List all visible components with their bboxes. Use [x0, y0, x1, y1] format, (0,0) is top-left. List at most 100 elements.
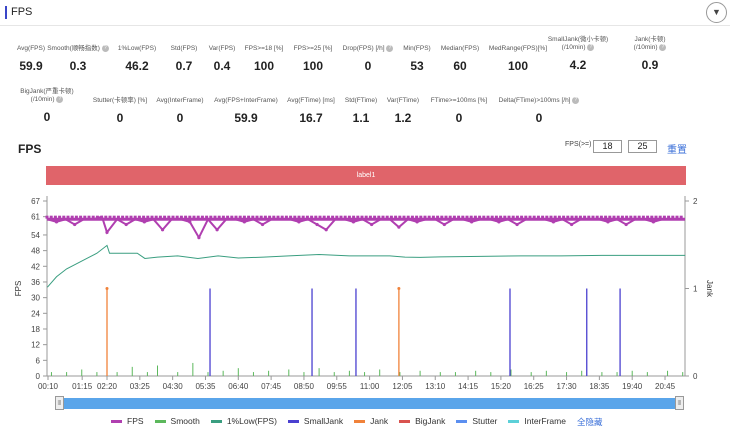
fps-marker [490, 215, 494, 219]
legend-item-1-low-fps-[interactable]: 1%Low(FPS) [210, 416, 277, 428]
fps-marker [675, 215, 679, 219]
help-icon[interactable]: ? [659, 44, 667, 51]
metric-label: 1%Low(FPS) [117, 45, 157, 52]
fps-marker [247, 215, 251, 219]
fps-marker [520, 215, 524, 219]
fps-marker [431, 215, 435, 219]
legend-label: 1%Low(FPS) [226, 416, 277, 426]
fps-marker [486, 215, 490, 219]
fps-marker [251, 215, 255, 219]
chevron-down-icon[interactable]: ▼ [706, 2, 727, 23]
fps-marker [83, 215, 87, 219]
x-tick-label: 20:45 [655, 382, 676, 391]
fps-marker [335, 215, 339, 219]
metric-label: Smooth(顺畅指数) ? [28, 45, 128, 53]
fps-marker [482, 215, 486, 219]
fps-marker [507, 215, 511, 219]
metric-value: 59.9 [19, 59, 43, 73]
metric-label: Avg(InterFrame) [156, 97, 204, 104]
fps-marker [343, 215, 347, 219]
metric-avg-fps-interframe: Avg(FPS+InterFrame) 59.9 [196, 97, 296, 125]
metric-label: Std(FPS) [170, 45, 198, 52]
fps-marker [549, 215, 553, 219]
fps-marker [545, 215, 549, 219]
x-tick-label: 19:40 [622, 382, 643, 391]
y2-tick-label: 0 [693, 372, 698, 381]
fps-marker [658, 215, 662, 219]
help-icon[interactable]: ? [587, 44, 595, 51]
metric-value: 0.4 [213, 59, 231, 73]
fps-marker [121, 215, 125, 219]
legend-item-fps[interactable]: FPS [111, 416, 144, 428]
fps-marker [629, 215, 633, 219]
slider-right-handle[interactable]: ||| [675, 396, 684, 410]
fps-dip-marker [142, 220, 146, 224]
hide-all-button[interactable]: 全隐藏 [576, 417, 603, 427]
y-tick-label: 67 [31, 197, 40, 206]
help-icon[interactable]: ? [572, 97, 580, 104]
help-icon[interactable]: ? [56, 96, 64, 103]
fps-marker [377, 215, 381, 219]
fps-marker [116, 215, 120, 219]
fps-marker [272, 215, 276, 219]
fps-dip-marker [242, 220, 246, 224]
fps-marker [91, 215, 95, 219]
fps-threshold-2-input[interactable]: 25 [628, 140, 657, 153]
legend-swatch [154, 420, 166, 424]
legend-label: InterFrame [524, 416, 566, 426]
legend-item-bigjank[interactable]: BigJank [399, 416, 445, 428]
legend-item-smalljank[interactable]: SmallJank [287, 416, 343, 428]
fps-marker [293, 215, 297, 219]
legend-item-jank[interactable]: Jank [354, 416, 388, 428]
fps-marker [184, 215, 188, 219]
legend-swatch [508, 420, 520, 424]
metric-value: 100 [253, 59, 275, 73]
y-tick-label: 12 [31, 341, 40, 350]
legend-swatch [354, 420, 366, 424]
fps-dip-marker [124, 222, 128, 227]
legend-item-smooth[interactable]: Smooth [154, 416, 200, 428]
metric-var-fps: Var(FPS) 0.4 [172, 45, 272, 73]
fps-marker [263, 215, 267, 219]
metric-avg-fps: Avg(FPS) 59.9 [0, 45, 81, 73]
metric-label: SmallJank(微小卡顿) [547, 36, 609, 43]
fps-marker [499, 215, 503, 219]
metric-drop-fps-h: Drop(FPS) [/h] ? 0 [318, 45, 418, 73]
time-range-slider[interactable] [56, 398, 683, 409]
fps-marker [515, 215, 519, 219]
slider-left-handle[interactable]: ||| [55, 396, 64, 410]
fps-dip-marker [54, 220, 59, 224]
fps-marker [129, 215, 133, 219]
fps-marker [108, 215, 112, 219]
label-bar[interactable]: label1 [46, 166, 686, 185]
metric-value: 0 [176, 111, 184, 125]
legend-item-stutter[interactable]: Stutter [456, 416, 497, 428]
help-icon[interactable]: ? [101, 45, 109, 52]
x-tick-label: 03:25 [130, 382, 151, 391]
fps-marker [423, 215, 427, 219]
fps-marker [87, 215, 91, 219]
metric-std-ftime: Std(FTime) 1.1 [311, 97, 411, 125]
metric-value: 0.9 [641, 58, 659, 73]
y-tick-label: 30 [31, 294, 40, 303]
reset-button[interactable]: 重置 [667, 145, 687, 156]
metric-value: 0 [455, 111, 463, 125]
metric-smalljank: SmallJank(微小卡顿) (/10min) ? 4.2 [528, 36, 628, 72]
fps-marker [599, 215, 603, 219]
help-icon[interactable]: ? [386, 45, 394, 52]
fps-marker [381, 215, 385, 219]
metric-label: Avg(FPS+InterFrame) [214, 97, 278, 104]
fps-threshold-1-input[interactable]: 18 [593, 140, 622, 153]
fps-marker [284, 215, 288, 219]
x-tick-label: 02:20 [97, 382, 118, 391]
fps-marker [280, 215, 284, 219]
fps-marker [314, 215, 318, 219]
fps-dip-marker [297, 220, 301, 224]
fps-marker [179, 215, 183, 219]
metric-label: Var(FPS) [208, 45, 236, 52]
fps-marker [339, 215, 343, 219]
legend-item-interframe[interactable]: InterFrame [508, 416, 566, 428]
fps-dip-marker [160, 228, 165, 232]
metric-label: Drop(FPS) [/h] ? [318, 45, 418, 53]
